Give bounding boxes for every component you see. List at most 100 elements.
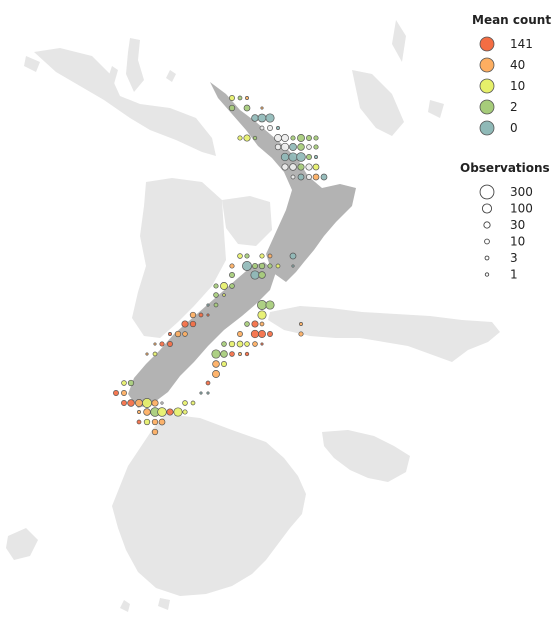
observation-point — [152, 351, 158, 357]
observation-point — [206, 391, 210, 395]
observation-point — [222, 293, 226, 297]
observation-point — [290, 135, 296, 141]
observation-point — [151, 399, 159, 407]
observation-point — [220, 350, 228, 358]
observation-point — [257, 310, 267, 320]
observation-point — [212, 370, 220, 378]
observation-point — [158, 418, 166, 426]
observation-point — [244, 341, 250, 347]
observation-point — [244, 321, 250, 327]
observation-point — [229, 263, 235, 269]
observation-point — [275, 263, 281, 269]
legend-mean-label: 141 — [510, 37, 533, 51]
observation-point — [229, 351, 235, 357]
observation-point — [243, 104, 251, 112]
observation-point — [252, 263, 258, 269]
observation-point — [260, 106, 264, 110]
observation-point — [168, 332, 172, 336]
observation-point — [257, 113, 267, 123]
observation-point — [220, 282, 228, 290]
observation-point — [237, 331, 243, 337]
observation-point — [229, 283, 235, 289]
observation-point — [290, 174, 296, 180]
observation-point — [252, 135, 258, 141]
observation-point — [265, 300, 275, 310]
legend-observations-label: 300 — [510, 185, 533, 199]
legend-observations-label: 3 — [510, 251, 518, 265]
observation-point — [174, 330, 182, 338]
observation-point — [182, 400, 188, 406]
legend-observations-label: 1 — [510, 268, 518, 282]
legend-observations-swatch — [479, 184, 495, 200]
observation-point — [245, 96, 249, 100]
observation-point — [267, 253, 273, 259]
legend-observations-swatch — [484, 238, 490, 245]
observation-markers — [113, 95, 328, 436]
observation-point — [259, 253, 265, 259]
observation-point — [306, 174, 312, 180]
observation-point — [276, 126, 280, 130]
observation-point — [297, 163, 305, 171]
observation-point — [313, 135, 319, 141]
observation-point — [127, 399, 135, 407]
observation-point — [160, 401, 164, 405]
observation-point — [274, 134, 282, 142]
observation-point — [238, 352, 242, 356]
observation-point — [258, 262, 266, 270]
observation-point — [289, 163, 297, 171]
legend-mean-label: 40 — [510, 58, 525, 72]
legend-mean-label: 10 — [510, 79, 525, 93]
observation-point — [260, 342, 264, 346]
observation-point — [306, 154, 312, 160]
observation-point — [299, 322, 303, 326]
region-land — [128, 82, 356, 408]
observation-point — [166, 408, 174, 416]
legend-observations-title: Observations — [460, 161, 550, 175]
observation-point — [244, 351, 250, 357]
legend-observations-swatch — [481, 203, 493, 214]
observation-point — [298, 331, 304, 337]
observation-point — [236, 340, 244, 348]
legend-mean-swatch — [479, 78, 495, 94]
legend-observations-label: 100 — [510, 202, 533, 216]
observation-point — [229, 272, 235, 278]
observation-point — [289, 143, 297, 151]
legend-observations-label: 30 — [510, 218, 525, 232]
observation-point — [237, 253, 243, 259]
legend-mean-swatch — [479, 36, 495, 52]
observation-point — [127, 379, 135, 387]
observation-point — [306, 135, 312, 141]
observation-point — [257, 300, 267, 310]
legend-observations-swatch — [484, 272, 490, 277]
background-land — [6, 20, 500, 612]
observation-point — [206, 303, 210, 307]
observation-point — [190, 400, 196, 406]
legend-observations: Observations 300 100 30 10 3 1 — [460, 161, 550, 282]
observation-point — [297, 173, 305, 181]
observation-point — [213, 302, 219, 308]
observation-point — [135, 399, 143, 407]
observation-point — [258, 330, 266, 338]
observation-point — [221, 341, 227, 347]
legend-mean-count-title: Mean count — [472, 13, 551, 27]
observation-point — [151, 418, 159, 426]
legend-mean-swatch — [479, 120, 495, 136]
observation-point — [151, 428, 159, 436]
observation-point — [242, 261, 252, 271]
observation-point — [167, 341, 173, 347]
observation-point — [259, 125, 265, 131]
observation-point — [181, 320, 189, 328]
observation-point — [121, 400, 127, 406]
observation-point — [297, 134, 305, 142]
observation-point — [237, 95, 243, 101]
observation-point — [267, 331, 273, 337]
observation-point — [267, 263, 273, 269]
observation-point — [229, 95, 235, 101]
observation-point — [213, 292, 219, 298]
observation-point — [305, 163, 313, 171]
observation-point — [280, 152, 290, 162]
observation-point — [198, 312, 204, 318]
observation-point — [182, 409, 188, 415]
legend-mean-label: 0 — [510, 121, 518, 135]
observation-point — [289, 252, 297, 260]
